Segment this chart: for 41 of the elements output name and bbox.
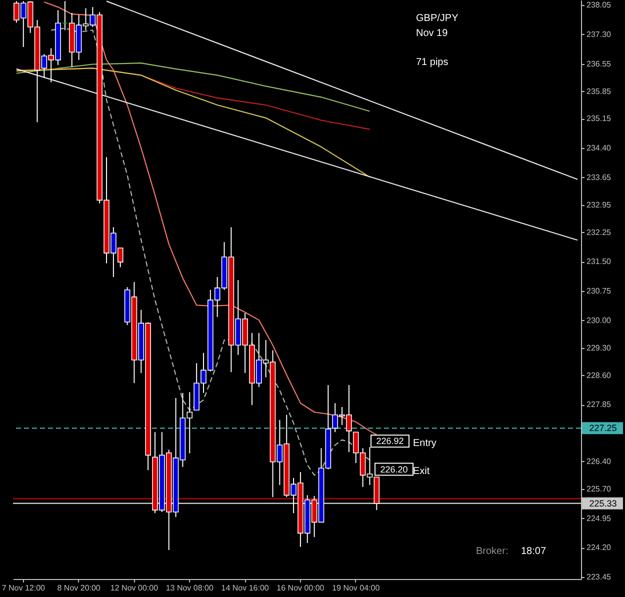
annotation: GBP/JPY [416,13,459,24]
y-tick-label: 236.55 [586,59,612,68]
annotation: Broker: [476,546,508,557]
x-tick-label: 8 Nov 20:00 [57,584,101,592]
x-tick-label: 13 Nov 08:00 [166,584,214,592]
annotation: Nov 19 [416,28,448,39]
annotation: Exit [413,466,430,477]
y-tick-label: 238.05 [586,0,612,10]
x-tick-label: 12 Nov 00:00 [110,584,159,592]
y-tick-label: 237.30 [586,30,612,39]
line-series [16,68,370,178]
x-tick-label: 14 Nov 16:00 [221,584,270,592]
y-tick-label: 230.75 [586,286,612,296]
annotation: 18:07 [521,546,546,557]
y-tick-label: 227.85 [586,400,612,410]
line-series [16,62,370,112]
y-tick-label: 224.20 [586,543,612,552]
ref-line-label: 227.25 [589,423,617,434]
y-tick-label: 229.30 [586,343,612,352]
annotation: Entry [413,438,436,449]
y-tick-label: 225.70 [586,484,612,494]
line-series [50,28,370,476]
annotation: 71 pips [416,57,448,68]
x-tick-label: 16 Nov 00:00 [276,584,325,592]
y-tick-label: 235.85 [586,86,612,96]
y-tick-label: 231.50 [586,257,612,266]
annotation: 226.92 [376,436,404,446]
ref-line-label: 225.33 [589,498,617,508]
y-tick-label: 223.45 [586,572,612,582]
y-tick-label: 233.65 [586,172,612,182]
y-tick-label: 230.00 [586,316,612,325]
y-tick-label: 232.95 [586,200,612,210]
y-tick-label: 224.95 [586,514,612,523]
x-tick-label: 7 Nov 12:00 [2,584,46,592]
x-tick-label: 19 Nov 04:00 [332,584,380,592]
y-tick-label: 232.25 [586,228,612,237]
y-tick-label: 226.40 [586,456,612,466]
y-tick-label: 234.40 [586,144,612,153]
y-tick-label: 228.60 [586,370,612,380]
y-tick-label: 235.15 [586,114,612,124]
annotation: 226.20 [380,464,408,474]
